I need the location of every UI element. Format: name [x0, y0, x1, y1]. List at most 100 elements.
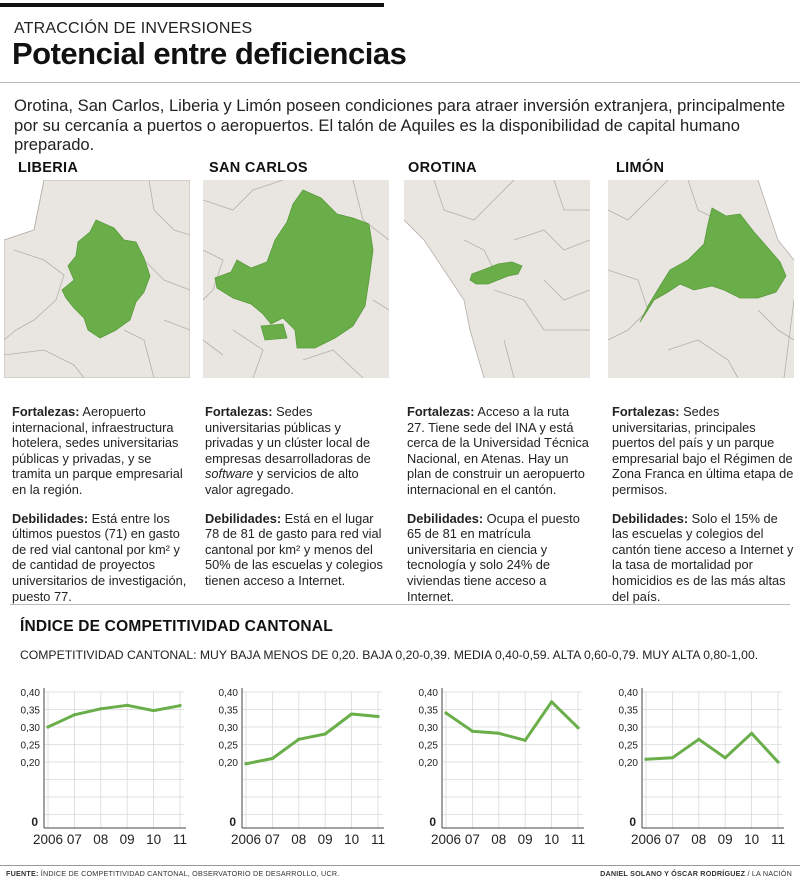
data-point — [444, 711, 448, 715]
strengths-text: Sedes universitarias públicas y privadas… — [205, 404, 371, 466]
strengths-emphasis: software — [205, 466, 254, 482]
strengths-label: Fortalezas: — [407, 404, 475, 419]
x-tick-label: 10 — [744, 832, 759, 847]
y-tick-label: 0,35 — [21, 706, 41, 717]
x-tick-label: 09 — [718, 832, 733, 847]
series-line — [444, 700, 580, 742]
strengths-text-end: y servicios de alto valor agregado. — [205, 466, 359, 497]
liberia-map — [4, 180, 190, 378]
series-line — [46, 703, 182, 729]
weaknesses-text: Está en el lugar 78 de 81 de gasto para … — [205, 510, 383, 588]
x-tick-label: 09 — [120, 832, 135, 847]
strengths-text: Acceso a la ruta 27. Tiene sede del INA … — [407, 404, 589, 497]
series-line — [644, 731, 780, 764]
data-point — [72, 713, 76, 717]
data-point — [576, 726, 580, 730]
x-tick-label: 09 — [518, 832, 533, 847]
x-tick-label: 07 — [665, 832, 680, 847]
y-tick-label: 0,25 — [619, 741, 639, 752]
strengths-label: Fortalezas: — [12, 404, 80, 419]
y-tick-label: 0,35 — [219, 706, 239, 717]
source-note: FUENTE: ÍNDICE DE COMPETITIVIDAD CANTONA… — [6, 869, 339, 878]
y-tick-label: 0 — [229, 815, 236, 829]
region-text: Fortalezas: Sedes universitarias, princi… — [608, 404, 794, 604]
x-tick-label: 10 — [544, 832, 559, 847]
x-tick-label: 2006 — [33, 832, 63, 847]
y-tick-label: 0,25 — [219, 741, 239, 752]
y-tick-label: 0,40 — [619, 688, 639, 699]
y-tick-label: 0,40 — [219, 688, 239, 699]
y-tick-label: 0,20 — [219, 758, 239, 769]
region-text: Fortalezas: Aeropuerto internacional, in… — [4, 404, 190, 604]
x-tick-label: 11 — [571, 832, 585, 847]
title-divider — [0, 82, 800, 83]
y-tick-label: 0,25 — [419, 741, 439, 752]
data-point — [723, 756, 727, 760]
data-point — [470, 729, 474, 733]
liberia-canton-shape — [61, 219, 151, 339]
data-point — [270, 756, 274, 761]
weaknesses-label: Debilidades: — [612, 510, 689, 526]
y-tick-label: 0,20 — [21, 758, 41, 769]
x-tick-label: 07 — [67, 832, 82, 847]
data-point — [99, 707, 103, 711]
y-tick-label: 0,30 — [21, 723, 41, 734]
orotina-map — [404, 180, 590, 378]
y-tick-label: 0 — [629, 815, 636, 829]
data-point — [244, 762, 248, 766]
data-point — [644, 757, 648, 761]
y-tick-label: 0,35 — [619, 706, 639, 717]
x-tick-label: 11 — [173, 832, 187, 847]
x-tick-label: 2006 — [431, 832, 461, 847]
y-tick-label: 0,40 — [21, 688, 41, 699]
region-name: SAN CARLOS — [209, 160, 308, 176]
data-point — [497, 731, 501, 735]
x-tick-label: 08 — [93, 832, 108, 847]
data-point — [697, 737, 701, 741]
region-liberia: LIBERIA Fortalezas: Aeropuerto internaci… — [4, 160, 190, 617]
data-point — [125, 703, 129, 707]
orotina-canton-shape — [469, 261, 523, 285]
region-text: Fortalezas: Sedes universitarias pública… — [203, 404, 389, 589]
strengths-label: Fortalezas: — [205, 404, 273, 419]
kicker: ATRACCIÓN DE INVERSIONES — [14, 20, 253, 37]
source-text: ÍNDICE DE COMPETITIVIDAD CANTONAL, OBSER… — [38, 869, 340, 878]
x-tick-label: 09 — [318, 832, 333, 847]
x-tick-label: 2006 — [631, 832, 661, 847]
chart-orotina: 0,40 0,35 0,30 0,25 0,20 0 2006 07 08 09 10 11 — [419, 688, 585, 847]
y-tick-label: 0,20 — [419, 758, 439, 769]
x-tick-label: 07 — [465, 832, 480, 847]
y-tick-label: 0 — [429, 815, 436, 829]
region-text: Fortalezas: Acceso a la ruta 27. Tiene s… — [404, 404, 590, 604]
weaknesses-text: Está entre los últimos puestos (71) en g… — [12, 510, 187, 604]
region-name: OROTINA — [408, 160, 477, 176]
y-tick-label: 0,40 — [419, 688, 439, 699]
limon-map — [608, 180, 794, 378]
intro-paragraph: Orotina, San Carlos, Liberia y Limón pos… — [14, 96, 786, 154]
credit-outlet: / LA NACIÓN — [745, 869, 792, 878]
data-point — [178, 704, 182, 708]
chart-liberia: 0,40 0,35 0,30 0,25 0,20 0 2006 07 08 09 10 11 — [21, 688, 187, 847]
weaknesses-label: Debilidades: — [407, 510, 484, 526]
y-tick-label: 0 — [31, 815, 38, 829]
region-name: LIBERIA — [18, 160, 79, 176]
weaknesses-text: Ocupa el puesto 65 de 81 en matrícula un… — [407, 510, 580, 604]
data-point — [670, 756, 674, 760]
y-tick-label: 0,30 — [619, 723, 639, 734]
y-tick-label: 0,20 — [619, 758, 639, 769]
y-tick-label: 0,30 — [419, 723, 439, 734]
section-divider — [10, 604, 790, 605]
series-line — [244, 712, 380, 766]
strengths-text: Aeropuerto internacional, infraestructur… — [12, 404, 183, 497]
y-tick-label: 0,30 — [219, 723, 239, 734]
x-tick-label: 11 — [371, 832, 385, 847]
data-point — [376, 714, 380, 719]
index-section-title: ÍNDICE DE COMPETITIVIDAD CANTONAL — [20, 618, 333, 635]
data-point — [750, 731, 754, 735]
strengths-text: Sedes universitarias, principales puerto… — [612, 404, 794, 497]
chart-limon: 0,40 0,35 0,30 0,25 0,20 0 2006 07 08 09 10 11 — [619, 688, 785, 847]
chart-san-carlos: 0,40 0,35 0,30 0,25 0,20 0 2006 07 08 09 10 11 — [219, 688, 385, 847]
credit-note: DANIEL SOLANO Y ÓSCAR RODRÍGUEZ / LA NAC… — [600, 869, 792, 878]
region-san-carlos: SAN CARLOS Fortalezas: Sedes universitar… — [203, 160, 389, 602]
region-limon: LIMÓN Fortalezas: Sedes universitarias, … — [608, 160, 794, 617]
